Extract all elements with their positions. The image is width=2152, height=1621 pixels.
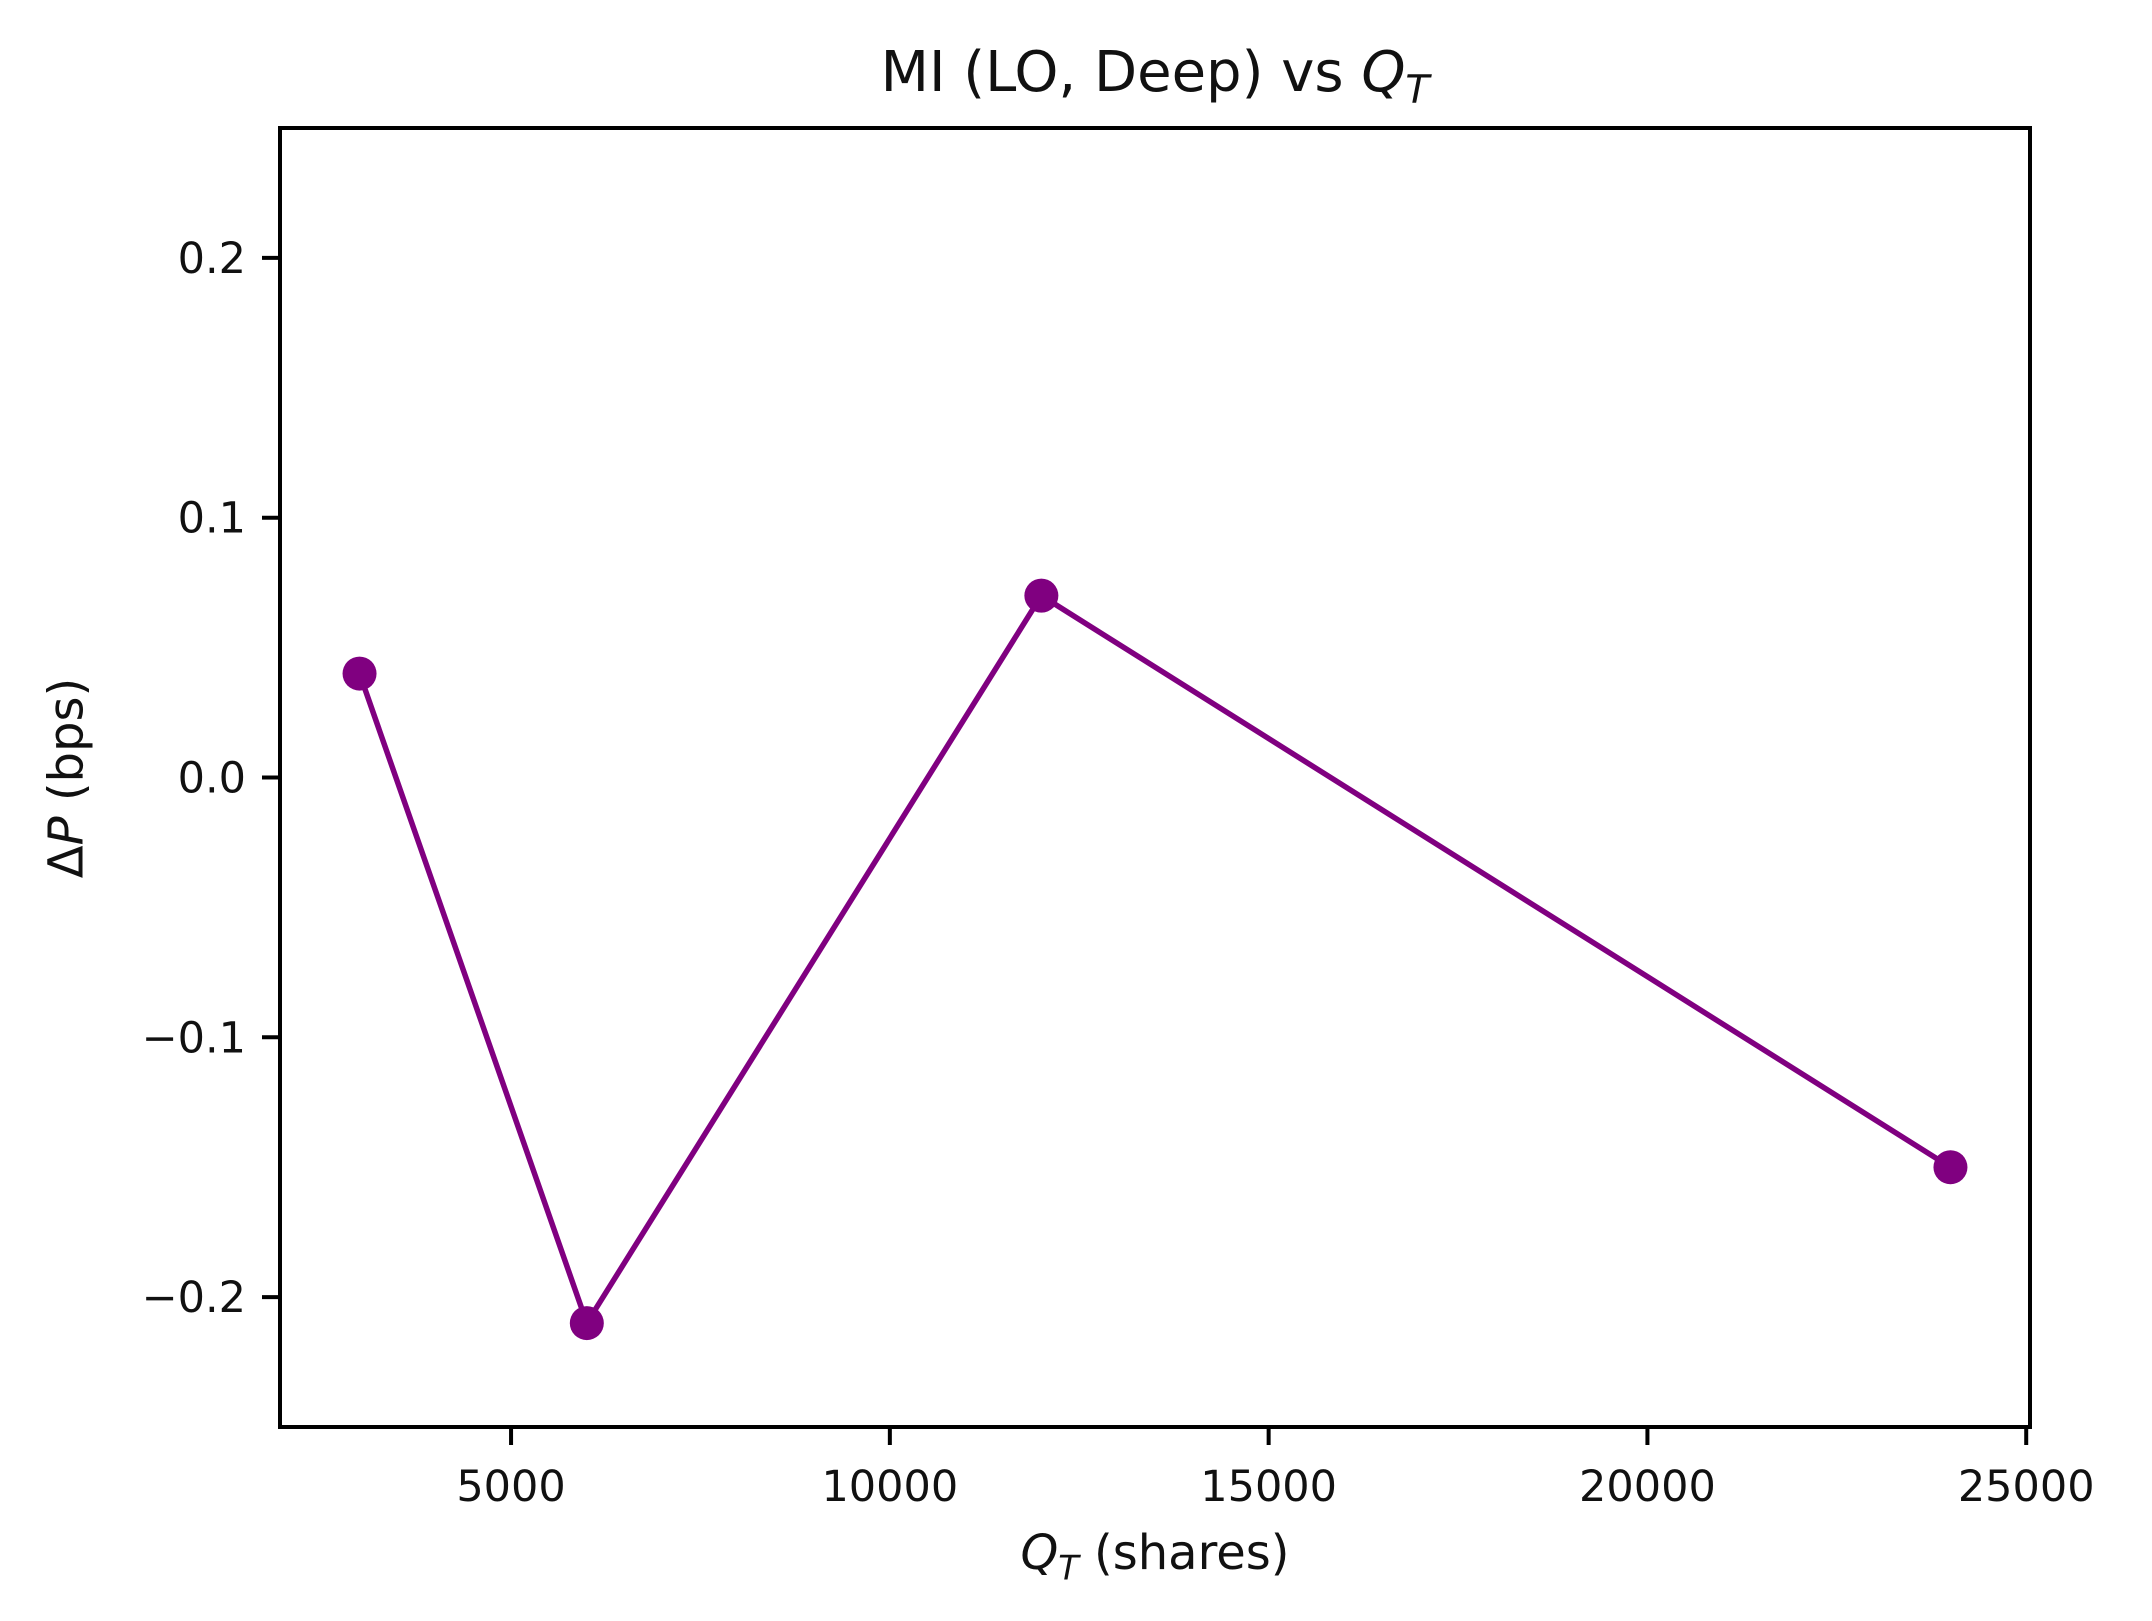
y-axis-label-text: (bps) — [38, 677, 95, 817]
x-axis-label-var-subscript: T — [1058, 1548, 1079, 1588]
data-point — [1024, 578, 1059, 613]
plot-border — [278, 126, 2032, 1429]
x-tick-label: 5000 — [456, 1462, 565, 1512]
y-tick-label: −0.2 — [142, 1273, 246, 1323]
y-tick-label: 0.0 — [178, 754, 246, 804]
x-axis-label: QT (shares) — [280, 1525, 2030, 1588]
data-point — [1933, 1150, 1968, 1185]
x-axis-label-var: Q — [1020, 1525, 1059, 1581]
y-axis-label: ΔP (bps) — [38, 677, 95, 879]
data-point — [569, 1306, 604, 1341]
chart-title-var: Q — [1361, 40, 1406, 105]
data-line — [356, 592, 1954, 1326]
y-axis-label-delta: Δ — [38, 845, 95, 879]
x-tick-label: 10000 — [821, 1462, 958, 1512]
x-axis-label-text: (shares) — [1078, 1525, 1290, 1581]
data-point — [342, 656, 377, 691]
x-tick-label: 25000 — [1958, 1462, 2095, 1512]
chart-title-var-subscript: T — [1405, 68, 1430, 114]
y-axis-label-var: P — [38, 816, 95, 846]
x-tick-label: 15000 — [1200, 1462, 1337, 1512]
y-tick-label: 0.2 — [178, 234, 246, 284]
y-tick-label: 0.1 — [178, 494, 246, 544]
chart-title-text: MI (LO, Deep) vs — [880, 40, 1362, 105]
chart-title: MI (LO, Deep) vs QT — [280, 40, 2030, 114]
y-tick-label: −0.1 — [142, 1013, 246, 1063]
x-tick-label: 20000 — [1579, 1462, 1716, 1512]
